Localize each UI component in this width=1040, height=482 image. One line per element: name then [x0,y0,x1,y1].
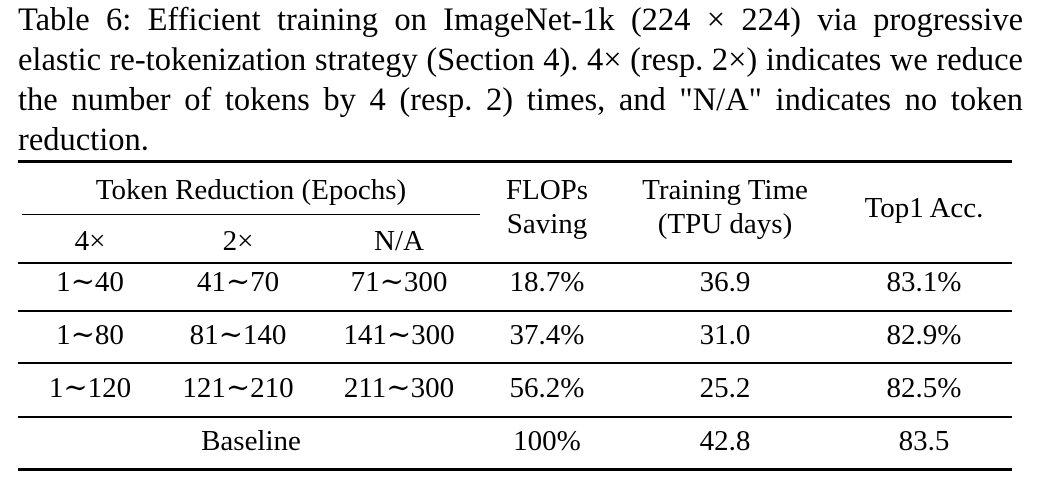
header-token-reduction: Token Reduction (Epochs) [95,174,407,206]
baseline-acc: 83.5 [898,425,950,457]
baseline-time: 42.8 [699,425,751,457]
row-1-2x: 41∼70 [196,266,280,298]
row-rule-2 [18,362,1012,364]
row-3-2x: 121∼210 [182,372,294,404]
header-rule [18,262,1012,264]
row-1-na: 71∼300 [350,266,448,298]
header-4x: 4× [74,225,106,257]
bottom-rule [18,468,1012,471]
header-top1-acc: Top1 Acc. [864,192,984,224]
group-header-rule [22,214,480,216]
header-flops-line2: Saving [506,208,588,240]
table-label: Table 6: [18,2,132,38]
row-3-acc: 82.5% [886,372,962,404]
baseline-label: Baseline [201,425,301,457]
header-time-line2: (TPU days) [657,208,793,240]
row-3-time: 25.2 [699,372,751,404]
baseline-flops: 100% [513,425,581,457]
header-na: N/A [374,225,424,257]
header-time-line1: Training Time [642,174,808,206]
row-1-4x: 1∼40 [56,266,124,298]
header-2x: 2× [222,225,254,257]
row-2-flops: 37.4% [509,319,585,351]
row-rule-3 [18,416,1012,418]
row-1-flops: 18.7% [509,266,585,298]
row-3-4x: 1∼120 [48,372,132,404]
row-2-acc: 82.9% [886,319,962,351]
top-rule [18,160,1012,163]
table-caption: Table 6: Efficient training on ImageNet-… [18,0,1023,160]
row-2-2x: 81∼140 [189,319,287,351]
row-1-acc: 83.1% [886,266,962,298]
caption-text: Efficient training on ImageNet-1k (224 ×… [18,2,1024,158]
header-flops-line1: FLOPs [505,174,589,206]
row-2-4x: 1∼80 [56,319,124,351]
row-2-na: 141∼300 [343,319,455,351]
row-3-flops: 56.2% [509,372,585,404]
row-2-time: 31.0 [699,319,751,351]
row-3-na: 211∼300 [343,372,455,404]
row-rule-1 [18,310,1012,312]
row-1-time: 36.9 [699,266,751,298]
